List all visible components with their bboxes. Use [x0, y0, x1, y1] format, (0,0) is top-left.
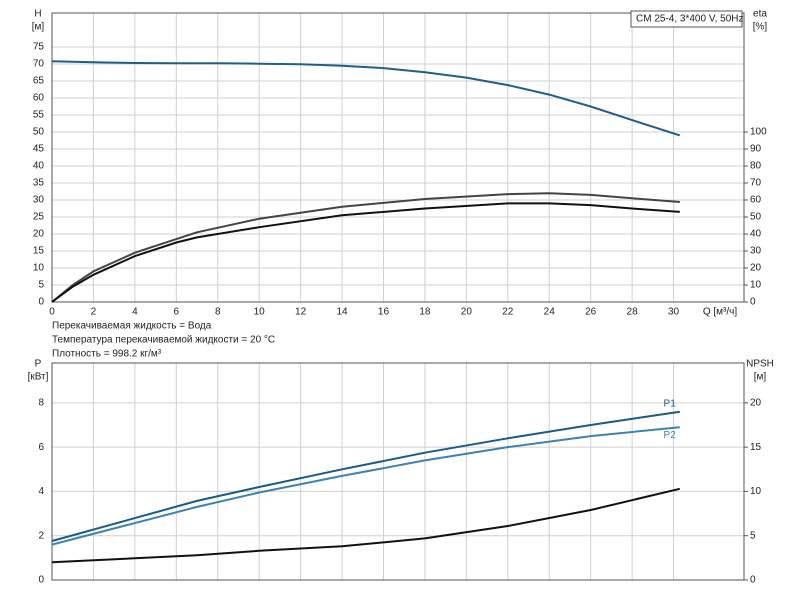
y-tick-label: 50 [33, 127, 45, 138]
y2-tick-label: 0 [750, 575, 756, 586]
y-tick-label: 0 [38, 297, 44, 308]
y2-tick-label: 80 [750, 161, 762, 172]
model-label: CM 25-4, 3*400 V, 50Hz [636, 14, 743, 25]
x-tick-label: 6 [174, 307, 180, 318]
x-tick-label: 18 [419, 307, 431, 318]
curve [51, 60, 681, 137]
curve-label: P2 [664, 430, 677, 441]
x-tick-label: 0 [49, 307, 55, 318]
y-tick-label: 20 [33, 229, 45, 240]
y2-axis-unit: [м] [754, 372, 767, 383]
y-tick-label: 15 [33, 246, 45, 257]
plot-frame [51, 362, 745, 581]
y-tick-label: 2 [38, 530, 44, 541]
note: Температура перекачиваемой жидкости = 20… [52, 335, 275, 346]
y2-tick-label: 0 [750, 297, 756, 308]
y2-tick-label: 15 [750, 442, 762, 453]
curve-label: P1 [664, 398, 677, 409]
curve [51, 192, 680, 303]
x-tick-label: 16 [378, 307, 390, 318]
y2-tick-label: 10 [750, 280, 762, 291]
x-tick-label: 4 [132, 307, 138, 318]
y2-tick-label: 50 [750, 212, 762, 223]
note: Перекачиваемая жидкость = Вода [52, 321, 212, 332]
y-tick-label: 35 [33, 178, 45, 189]
x-tick-label: 2 [91, 307, 97, 318]
x-tick-label: 28 [627, 307, 639, 318]
y-tick-label: 55 [33, 110, 45, 121]
y2-tick-label: 90 [750, 144, 762, 155]
x-tick-label: 12 [295, 307, 307, 318]
y-tick-label: 25 [33, 212, 45, 223]
plot-area [52, 363, 744, 580]
y-tick-label: 40 [33, 161, 45, 172]
y-axis-unit: [кВт] [28, 372, 49, 383]
y-axis-label: P [35, 359, 42, 370]
y2-tick-label: 70 [750, 178, 762, 189]
y-tick-label: 45 [33, 144, 45, 155]
y2-tick-label: 5 [750, 530, 756, 541]
curve [51, 426, 680, 546]
y2-tick-label: 20 [750, 263, 762, 274]
y-tick-label: 10 [33, 263, 45, 274]
x-tick-label: 8 [215, 307, 221, 318]
y-tick-label: 75 [33, 42, 45, 53]
y-tick-label: 6 [38, 442, 44, 453]
y-tick-label: 70 [33, 59, 45, 70]
y2-axis-label: eta [753, 9, 767, 20]
plot-area [52, 13, 744, 302]
y2-axis-unit: [%] [753, 22, 768, 33]
x-axis-label: Q [м³/ч] [703, 307, 738, 318]
y-axis-unit: [м] [32, 22, 45, 33]
y2-tick-label: 30 [750, 246, 762, 257]
y-tick-label: 60 [33, 93, 45, 104]
x-tick-label: 24 [544, 307, 556, 318]
y2-tick-label: 60 [750, 195, 762, 206]
curve [51, 487, 681, 564]
y-tick-label: 30 [33, 195, 45, 206]
x-tick-label: 14 [336, 307, 348, 318]
y2-tick-label: 10 [750, 486, 762, 497]
x-tick-label: 10 [254, 307, 266, 318]
x-tick-label: 26 [585, 307, 597, 318]
y-tick-label: 65 [33, 76, 45, 87]
y2-tick-label: 100 [750, 127, 767, 138]
curve [51, 410, 680, 542]
model-box [630, 10, 743, 28]
x-tick-label: 22 [502, 307, 514, 318]
y-tick-label: 0 [38, 575, 44, 586]
y2-tick-label: 40 [750, 229, 762, 240]
y-tick-label: 5 [38, 280, 44, 291]
curve [51, 202, 680, 303]
x-tick-label: 30 [668, 307, 680, 318]
x-tick-label: 20 [461, 307, 473, 318]
y2-axis-label: NPSH [746, 359, 774, 370]
y2-tick-label: 20 [750, 397, 762, 408]
y-axis-label: H [34, 9, 41, 20]
plot-frame [51, 12, 745, 303]
note: Плотность = 998.2 кг/м³ [52, 349, 162, 360]
y-tick-label: 8 [38, 397, 44, 408]
y-tick-label: 4 [38, 486, 44, 497]
